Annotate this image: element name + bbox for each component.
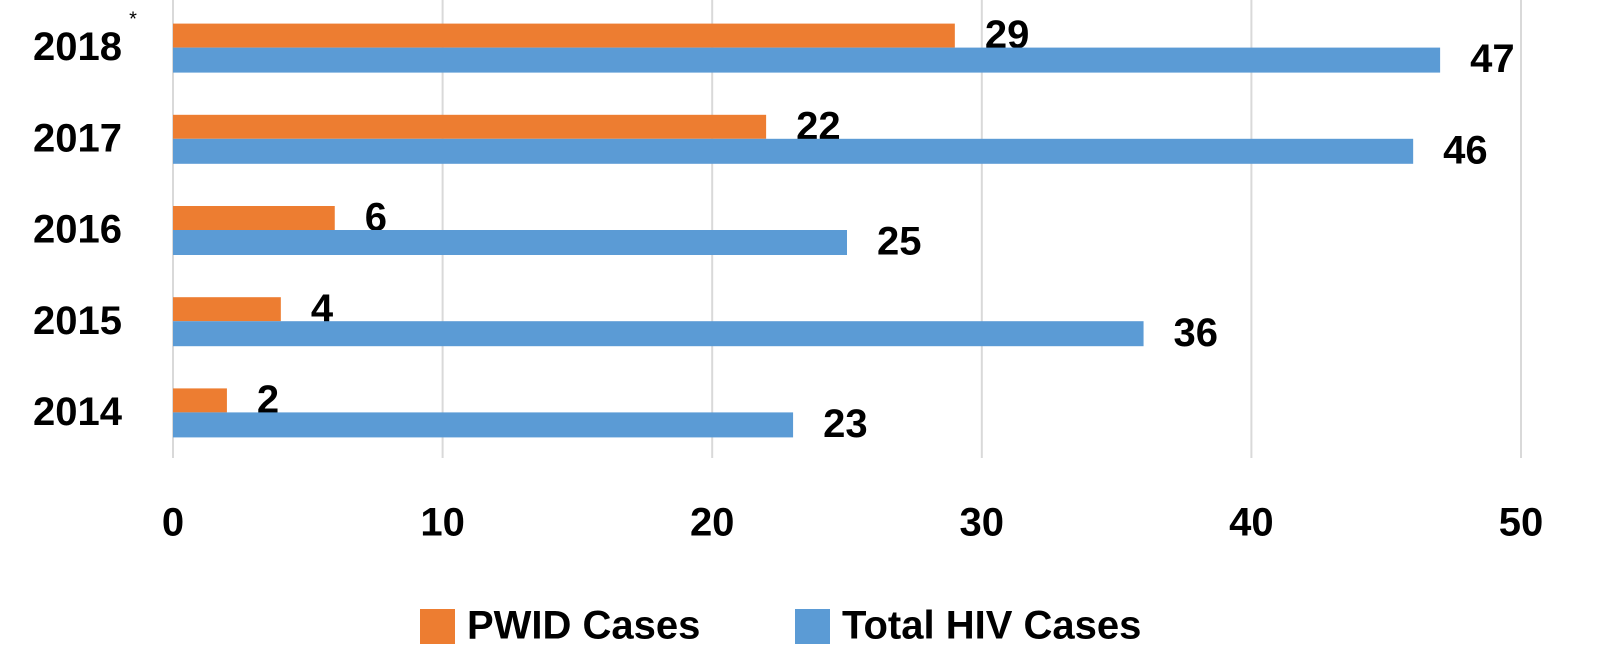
y-tick-label: 2016 [33,208,122,252]
y-tick-label: 2017 [33,116,122,160]
bar [173,412,794,438]
bar [173,47,1441,73]
bar [173,230,847,255]
annotation: * [129,8,137,30]
value-label: 2 [257,378,279,422]
value-label: 46 [1443,128,1488,172]
value-label: 47 [1470,37,1515,81]
bar [173,297,281,322]
legend-swatch [420,609,455,644]
value-label: 36 [1174,311,1219,355]
x-tick-label: 0 [162,501,184,545]
x-tick-label: 20 [690,501,735,545]
value-label: 6 [365,196,387,240]
legend-swatch [795,609,830,644]
x-tick-label: 40 [1229,501,1274,545]
value-label: 23 [823,402,868,446]
bar [173,388,227,413]
bar [173,206,335,230]
y-tick-label: 2014 [33,390,123,434]
bar [173,138,1414,164]
bar [173,321,1144,347]
legend-label: Total HIV Cases [842,604,1141,648]
value-label: 4 [311,287,334,331]
y-tick-label: 2018 [33,25,122,69]
x-tick-label: 30 [960,501,1005,545]
x-tick-label: 10 [420,501,465,545]
y-tick-label: 2015 [33,299,122,343]
bar [173,23,955,48]
legend-label: PWID Cases [467,604,700,648]
value-label: 25 [877,220,922,264]
bar [173,114,767,139]
x-tick-label: 50 [1499,501,1544,545]
